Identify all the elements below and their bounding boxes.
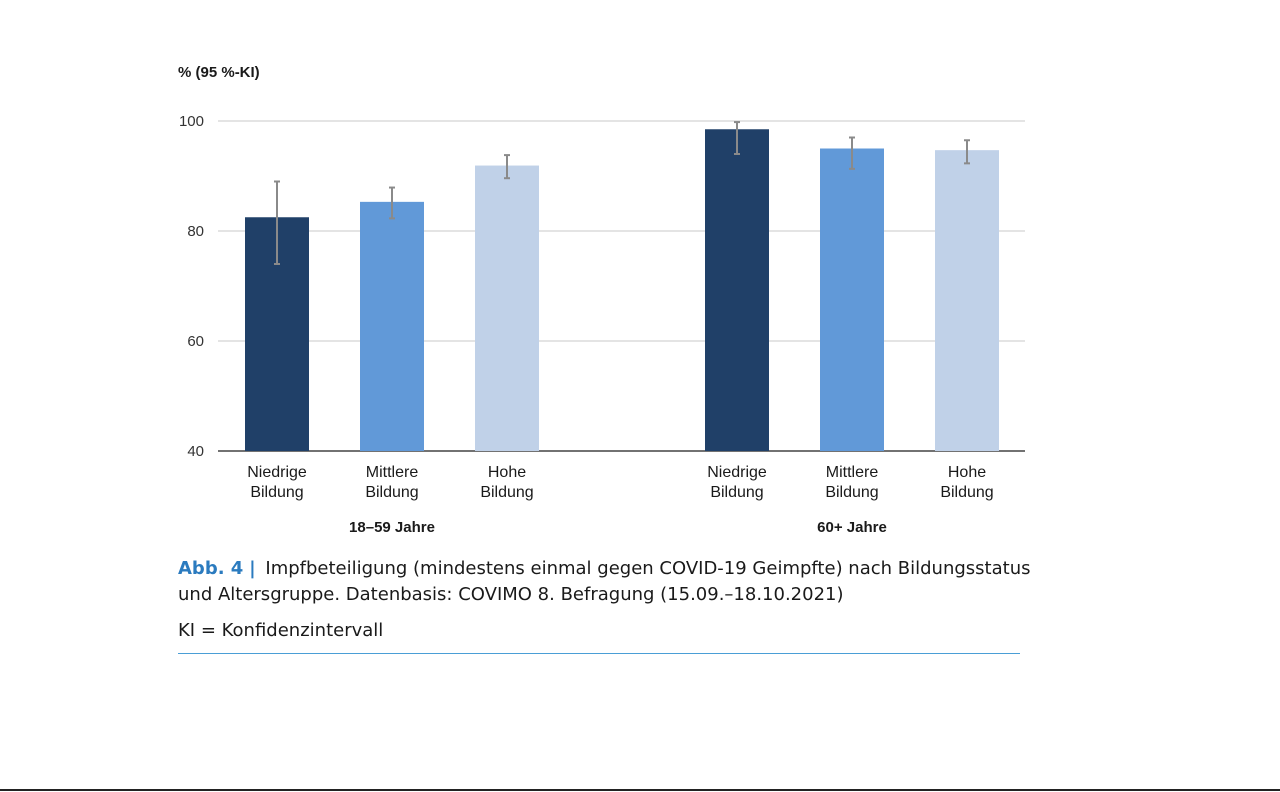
x-tick-label-line: Bildung bbox=[250, 484, 303, 501]
caption-divider bbox=[178, 653, 1020, 654]
caption-separator: | bbox=[249, 558, 256, 579]
error-bars bbox=[274, 121, 970, 265]
y-tick-labels: 40 60 80 100 bbox=[179, 113, 204, 460]
x-tick-label: Mittlere Bildung bbox=[365, 464, 418, 501]
figure-number: Abb. 4 bbox=[178, 558, 244, 579]
caption-text: Impfbeteiligung (mindestens einmal gegen… bbox=[178, 558, 1031, 605]
error-bar bbox=[274, 180, 280, 265]
x-tick-label-line: Niedrige bbox=[247, 464, 307, 481]
grid-lines bbox=[218, 120, 1025, 452]
x-tick-label: Mittlere Bildung bbox=[825, 464, 878, 501]
page-bottom-border bbox=[0, 789, 1280, 791]
x-tick-label-line: Bildung bbox=[365, 484, 418, 501]
x-tick-label-line: Mittlere bbox=[826, 464, 879, 481]
x-tick-label-line: Niedrige bbox=[707, 464, 767, 481]
y-axis-label: % (95 %-KI) bbox=[178, 64, 260, 81]
error-bar bbox=[734, 121, 740, 155]
x-tick-label-line: Bildung bbox=[825, 484, 878, 501]
bars bbox=[245, 129, 999, 452]
bar bbox=[360, 201, 424, 451]
x-tick-label: Niedrige Bildung bbox=[707, 464, 767, 501]
x-tick-label-line: Hohe bbox=[488, 464, 526, 481]
x-tick-label-line: Hohe bbox=[948, 464, 986, 481]
bar bbox=[820, 148, 884, 451]
error-bar bbox=[504, 154, 510, 180]
x-tick-label: Hohe Bildung bbox=[480, 464, 533, 501]
group-label: 18–59 Jahre bbox=[349, 519, 435, 536]
abbreviation-note: KI = Konfidenzintervall bbox=[178, 620, 384, 641]
x-tick-label-line: Bildung bbox=[940, 484, 993, 501]
x-tick-label: Niedrige Bildung bbox=[247, 464, 307, 501]
bar bbox=[935, 150, 999, 451]
error-bar bbox=[389, 186, 395, 220]
y-tick-label: 100 bbox=[179, 113, 204, 130]
x-tick-label-line: Bildung bbox=[710, 484, 763, 501]
figure-caption: Abb. 4 | Impfbeteiligung (mindestens ein… bbox=[178, 556, 1038, 608]
bar bbox=[475, 165, 539, 452]
y-tick-label: 40 bbox=[187, 443, 204, 460]
x-tick-label-line: Bildung bbox=[480, 484, 533, 501]
error-bar bbox=[849, 136, 855, 170]
y-tick-label: 80 bbox=[187, 223, 204, 240]
x-tick-labels: Niedrige Bildung Mittlere Bildung Hohe Bildun… bbox=[247, 464, 993, 501]
x-tick-label-line: Mittlere bbox=[366, 464, 419, 481]
group-labels: 18–59 Jahre 60+ Jahre bbox=[349, 519, 887, 536]
bar bbox=[705, 129, 769, 451]
y-tick-label: 60 bbox=[187, 333, 204, 350]
x-tick-label: Hohe Bildung bbox=[940, 464, 993, 501]
group-label: 60+ Jahre bbox=[817, 519, 887, 536]
error-bar bbox=[964, 139, 970, 165]
